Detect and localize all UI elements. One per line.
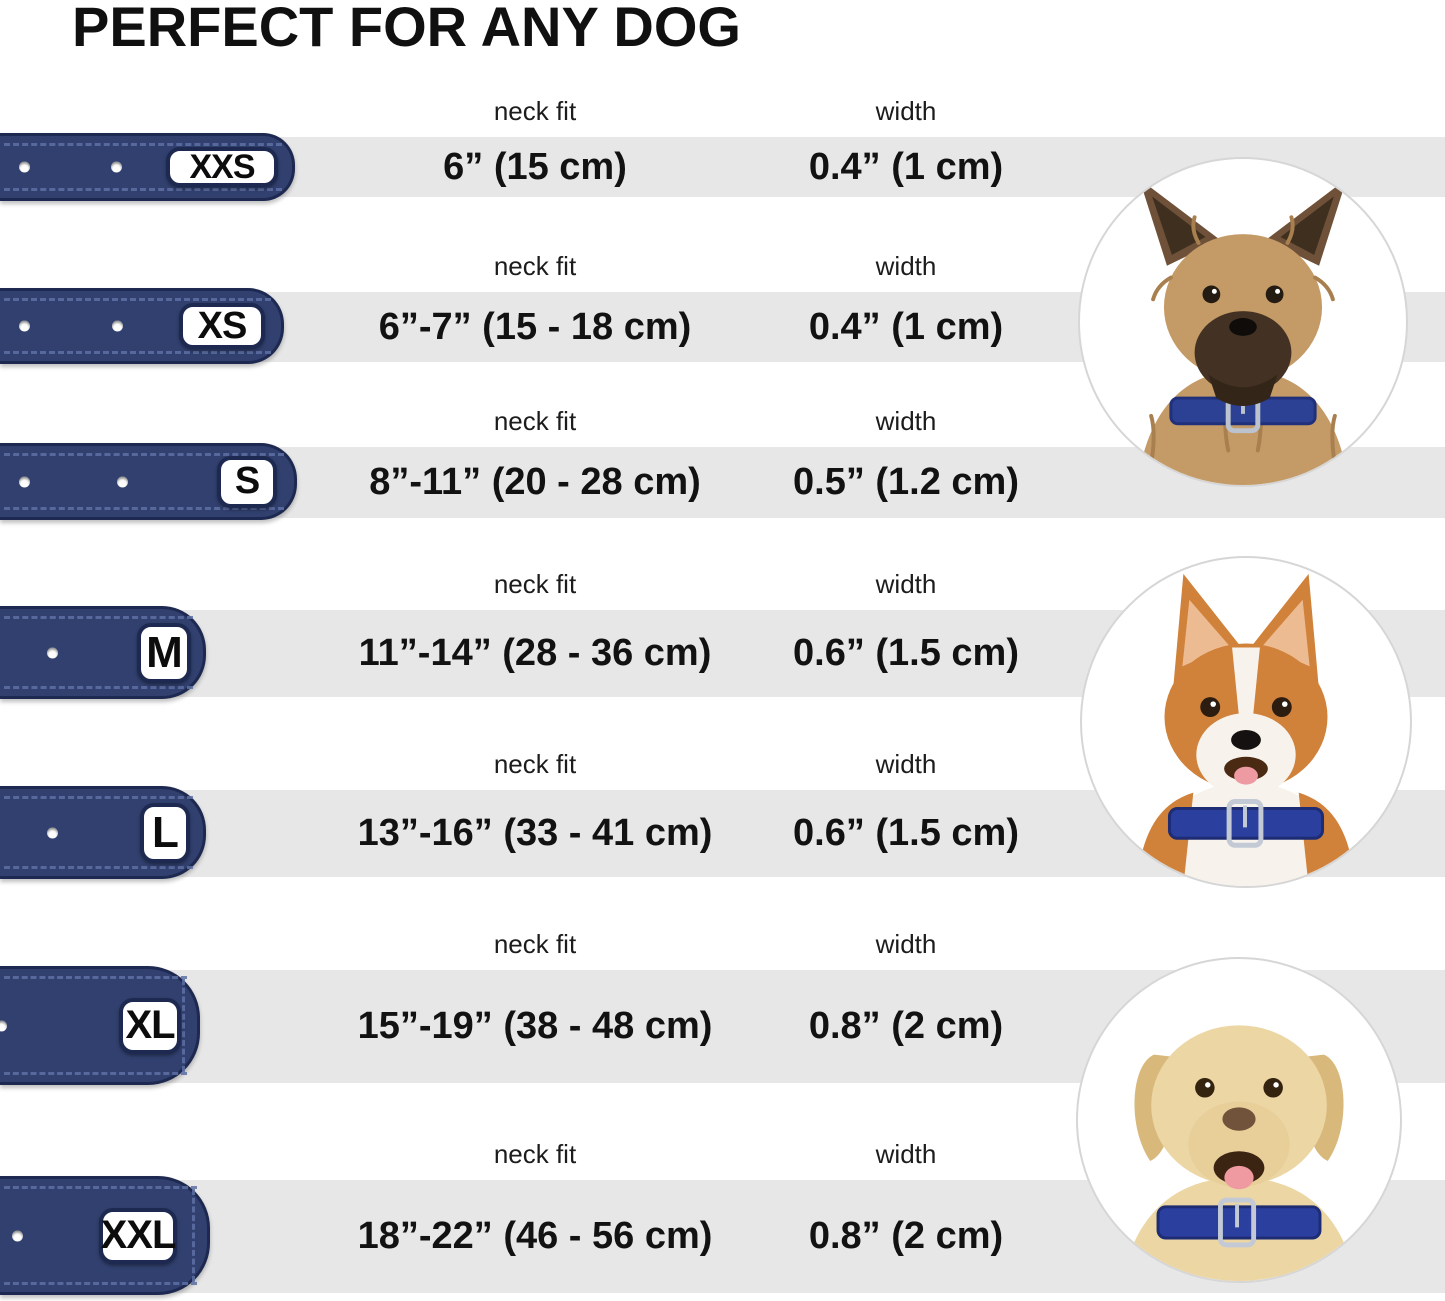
collar-strap-xs: XS bbox=[0, 288, 284, 364]
width-value: 0.8” (2 cm) bbox=[808, 1005, 1004, 1047]
stitch-line bbox=[4, 1186, 197, 1189]
size-badge-m: M bbox=[137, 622, 191, 683]
labrador-dog-illustration bbox=[1121, 1025, 1357, 1281]
collar-hole bbox=[12, 1230, 23, 1241]
collar-strap-l: L bbox=[0, 786, 206, 879]
neck-fit-column-label: neck fit bbox=[493, 749, 577, 779]
collar-strap-xxs: XXS bbox=[0, 133, 295, 201]
width-value: 0.6” (1.5 cm) bbox=[793, 632, 1019, 674]
size-badge-s: S bbox=[217, 455, 277, 508]
stitch-line bbox=[4, 453, 284, 456]
collar-hole bbox=[117, 476, 128, 487]
size-badge-l: L bbox=[140, 802, 190, 863]
width-value: 0.6” (1.5 cm) bbox=[793, 812, 1019, 854]
dog-photo-labrador bbox=[1076, 957, 1402, 1283]
collar-hole bbox=[19, 476, 30, 487]
collar-hole bbox=[47, 827, 58, 838]
stitch-line bbox=[4, 976, 187, 979]
stitch-line bbox=[4, 298, 271, 301]
size-badge-xl: XL bbox=[119, 997, 181, 1054]
collar-hole bbox=[47, 647, 58, 658]
collar-hole bbox=[19, 320, 30, 332]
width-column-label: width bbox=[875, 569, 937, 599]
neck-fit-column-label: neck fit bbox=[493, 929, 577, 959]
dog-photo-corgi bbox=[1080, 556, 1412, 888]
stitch-line bbox=[4, 616, 193, 619]
neck-fit-value: 18”-22” (46 - 56 cm) bbox=[357, 1215, 713, 1257]
terrier-dog-illustration bbox=[1137, 178, 1349, 485]
neck-fit-value: 11”-14” (28 - 36 cm) bbox=[358, 632, 712, 674]
width-value: 0.8” (2 cm) bbox=[808, 1215, 1004, 1257]
width-column-label: width bbox=[875, 96, 937, 126]
width-column-label: width bbox=[875, 251, 937, 281]
size-badge-xs: XS bbox=[179, 303, 265, 349]
width-column-label: width bbox=[875, 929, 937, 959]
stitch-line bbox=[182, 979, 185, 1072]
neck-fit-column-label: neck fit bbox=[493, 251, 577, 281]
stitch-line bbox=[4, 686, 193, 689]
neck-fit-value: 6”-7” (15 - 18 cm) bbox=[378, 305, 692, 348]
width-column-label: width bbox=[875, 749, 937, 779]
neck-fit-value: 6” (15 cm) bbox=[443, 145, 627, 188]
width-value: 0.4” (1 cm) bbox=[808, 145, 1004, 188]
neck-fit-column-label: neck fit bbox=[493, 569, 577, 599]
neck-fit-value: 15”-19” (38 - 48 cm) bbox=[357, 1005, 713, 1047]
width-value: 0.4” (1 cm) bbox=[808, 305, 1004, 348]
size-badge-xxs: XXS bbox=[166, 147, 278, 187]
stitch-line bbox=[4, 1072, 187, 1075]
page-title: PERFECT FOR ANY DOG bbox=[72, 0, 741, 58]
stitch-line bbox=[4, 1282, 197, 1285]
neck-fit-value: 13”-16” (33 - 41 cm) bbox=[357, 812, 713, 854]
width-column-label: width bbox=[875, 1139, 937, 1169]
neck-fit-column-label: neck fit bbox=[493, 1139, 577, 1169]
stitch-line bbox=[4, 351, 271, 354]
stitch-line bbox=[4, 866, 193, 869]
stitch-line bbox=[4, 188, 282, 191]
corgi-dog-illustration bbox=[1136, 573, 1356, 886]
collar-hole bbox=[111, 161, 122, 173]
stitch-line bbox=[192, 1189, 195, 1282]
collar-strap-m: M bbox=[0, 606, 206, 699]
width-column-label: width bbox=[875, 406, 937, 436]
collar-strap-xxl: XXL bbox=[0, 1176, 210, 1295]
stitch-line bbox=[4, 796, 193, 799]
dog-photo-terrier bbox=[1078, 157, 1408, 487]
neck-fit-value: 8”-11” (20 - 28 cm) bbox=[369, 461, 701, 503]
collar-hole bbox=[0, 1020, 7, 1031]
collar-hole bbox=[112, 320, 123, 332]
stitch-line bbox=[4, 143, 282, 146]
width-value: 0.5” (1.2 cm) bbox=[793, 461, 1019, 503]
collar-hole bbox=[19, 161, 30, 173]
neck-fit-column-label: neck fit bbox=[493, 96, 577, 126]
stitch-line bbox=[4, 507, 284, 510]
neck-fit-column-label: neck fit bbox=[493, 406, 577, 436]
collar-strap-s: S bbox=[0, 443, 297, 520]
size-badge-xxl: XXL bbox=[99, 1207, 177, 1264]
collar-strap-xl: XL bbox=[0, 966, 200, 1085]
